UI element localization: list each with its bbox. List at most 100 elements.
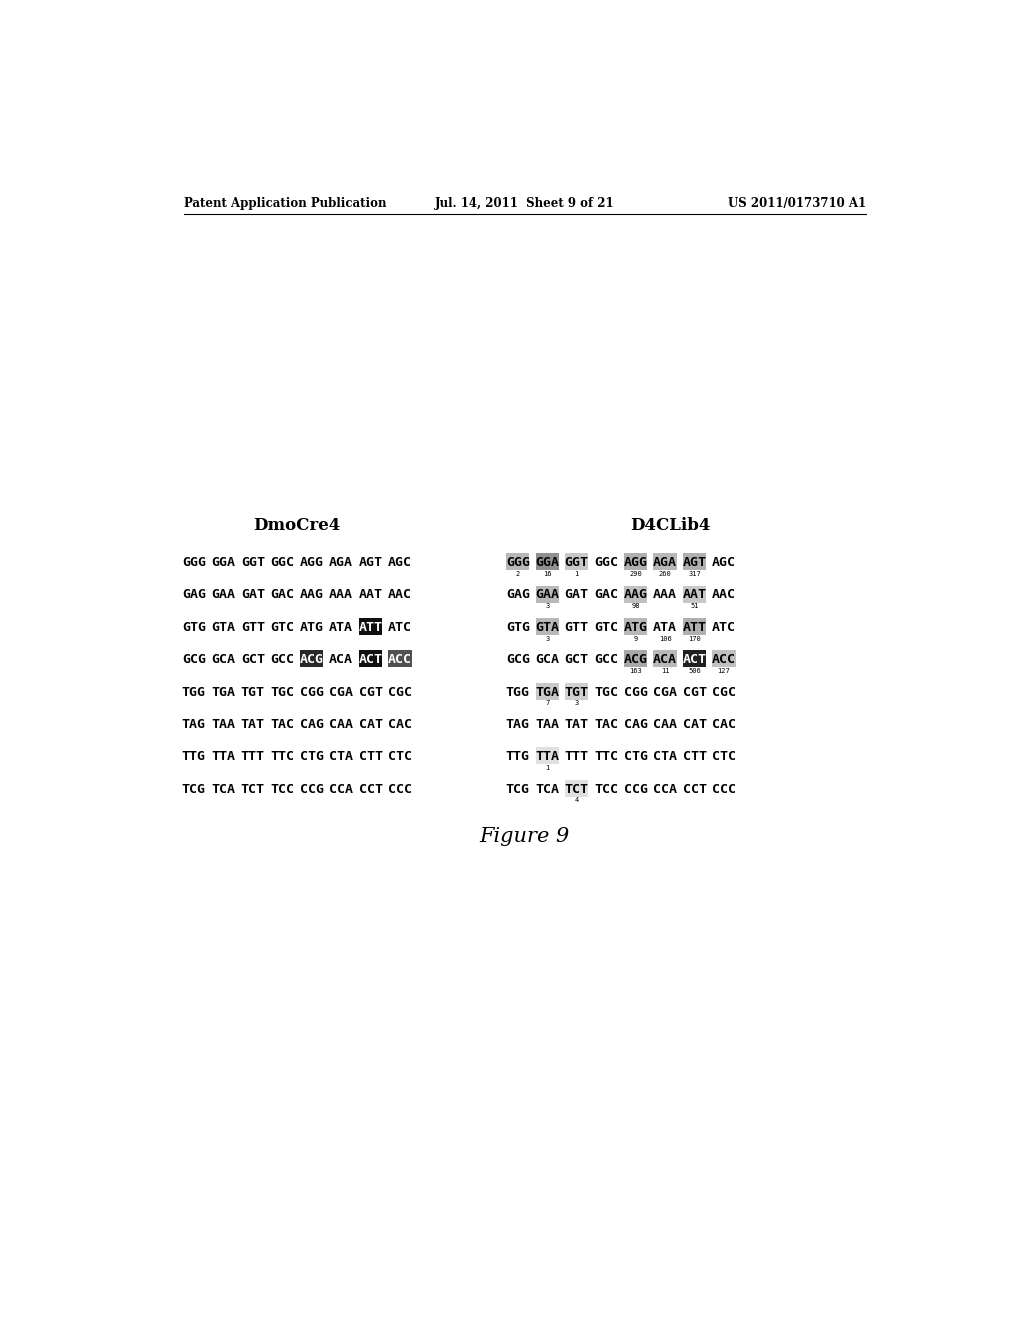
Text: 1: 1 (574, 572, 579, 577)
Bar (359, 651, 382, 668)
Bar (713, 651, 735, 668)
Text: TCG: TCG (182, 783, 206, 796)
Text: AAA: AAA (653, 589, 677, 602)
Text: TAT: TAT (241, 718, 265, 731)
Text: TCC: TCC (594, 783, 618, 796)
Text: US 2011/0173710 A1: US 2011/0173710 A1 (728, 197, 866, 210)
Text: 4: 4 (574, 797, 579, 804)
Text: GTC: GTC (594, 620, 618, 634)
Text: CTG: CTG (624, 750, 647, 763)
Text: ACG: ACG (624, 653, 647, 667)
Text: 2: 2 (516, 572, 520, 577)
Text: CTG: CTG (300, 750, 324, 763)
Bar (624, 586, 647, 603)
Text: CCG: CCG (300, 783, 324, 796)
Text: CAT: CAT (683, 718, 707, 731)
Bar (683, 553, 707, 570)
Bar (565, 682, 589, 700)
Text: GTC: GTC (270, 620, 294, 634)
Text: TGA: TGA (211, 685, 236, 698)
Text: AGC: AGC (388, 556, 412, 569)
Text: CGC: CGC (712, 685, 736, 698)
Text: D4CLib4: D4CLib4 (631, 517, 711, 535)
Text: GGT: GGT (241, 556, 265, 569)
Text: TTC: TTC (270, 750, 294, 763)
Text: GAT: GAT (564, 589, 589, 602)
Text: TGT: TGT (564, 685, 589, 698)
Text: TGG: TGG (182, 685, 206, 698)
Text: ACT: ACT (358, 653, 383, 667)
Text: GAA: GAA (211, 589, 236, 602)
Text: AAG: AAG (300, 589, 324, 602)
Text: AAA: AAA (329, 589, 353, 602)
Bar (683, 651, 707, 668)
Text: TGC: TGC (594, 685, 618, 698)
Text: 1: 1 (545, 766, 550, 771)
Text: 11: 11 (660, 668, 670, 675)
Text: CGC: CGC (388, 685, 412, 698)
Bar (653, 651, 677, 668)
Text: AAT: AAT (358, 589, 383, 602)
Text: CCT: CCT (683, 783, 707, 796)
Text: GCT: GCT (241, 653, 265, 667)
Text: AGC: AGC (712, 556, 736, 569)
Text: AGA: AGA (329, 556, 353, 569)
Text: 127: 127 (718, 668, 730, 675)
Text: GCG: GCG (182, 653, 206, 667)
Text: TAC: TAC (270, 718, 294, 731)
Text: TAG: TAG (182, 718, 206, 731)
Text: AGT: AGT (683, 556, 707, 569)
Text: TCA: TCA (211, 783, 236, 796)
Text: TTG: TTG (182, 750, 206, 763)
Text: GTT: GTT (564, 620, 589, 634)
Text: AAC: AAC (388, 589, 412, 602)
Text: TAG: TAG (506, 718, 529, 731)
Text: TAA: TAA (536, 718, 559, 731)
Text: GCA: GCA (536, 653, 559, 667)
Text: 3: 3 (545, 636, 550, 642)
Text: CTT: CTT (683, 750, 707, 763)
Text: 7: 7 (545, 701, 550, 706)
Text: GTT: GTT (241, 620, 265, 634)
Text: TCG: TCG (506, 783, 529, 796)
Text: 506: 506 (688, 668, 700, 675)
Text: TGC: TGC (270, 685, 294, 698)
Text: TTT: TTT (564, 750, 589, 763)
Text: ATT: ATT (358, 620, 383, 634)
Text: AGT: AGT (358, 556, 383, 569)
Bar (536, 747, 559, 764)
Text: CCG: CCG (624, 783, 647, 796)
Bar (300, 651, 324, 668)
Text: GGC: GGC (270, 556, 294, 569)
Text: TGA: TGA (536, 685, 559, 698)
Text: ATC: ATC (712, 620, 736, 634)
Text: ATA: ATA (653, 620, 677, 634)
Text: AAG: AAG (624, 589, 647, 602)
Text: CGA: CGA (653, 685, 677, 698)
Text: CAT: CAT (358, 718, 383, 731)
Text: GTA: GTA (536, 620, 559, 634)
Bar (624, 651, 647, 668)
Text: CAC: CAC (712, 718, 736, 731)
Text: TTA: TTA (536, 750, 559, 763)
Text: TTC: TTC (594, 750, 618, 763)
Text: Patent Application Publication: Patent Application Publication (183, 197, 386, 210)
Text: 51: 51 (690, 603, 698, 610)
Text: CAG: CAG (624, 718, 647, 731)
Text: 3: 3 (545, 603, 550, 610)
Text: CAC: CAC (388, 718, 412, 731)
Text: 290: 290 (630, 572, 642, 577)
Text: CAA: CAA (653, 718, 677, 731)
Text: AAT: AAT (683, 589, 707, 602)
Text: TCT: TCT (241, 783, 265, 796)
Bar (506, 553, 529, 570)
Text: ACG: ACG (300, 653, 324, 667)
Bar (624, 553, 647, 570)
Bar (536, 682, 559, 700)
Bar (359, 618, 382, 635)
Text: GCG: GCG (506, 653, 529, 667)
Text: GCA: GCA (211, 653, 236, 667)
Text: 317: 317 (688, 572, 700, 577)
Text: TCA: TCA (536, 783, 559, 796)
Text: DmoCre4: DmoCre4 (253, 517, 341, 535)
